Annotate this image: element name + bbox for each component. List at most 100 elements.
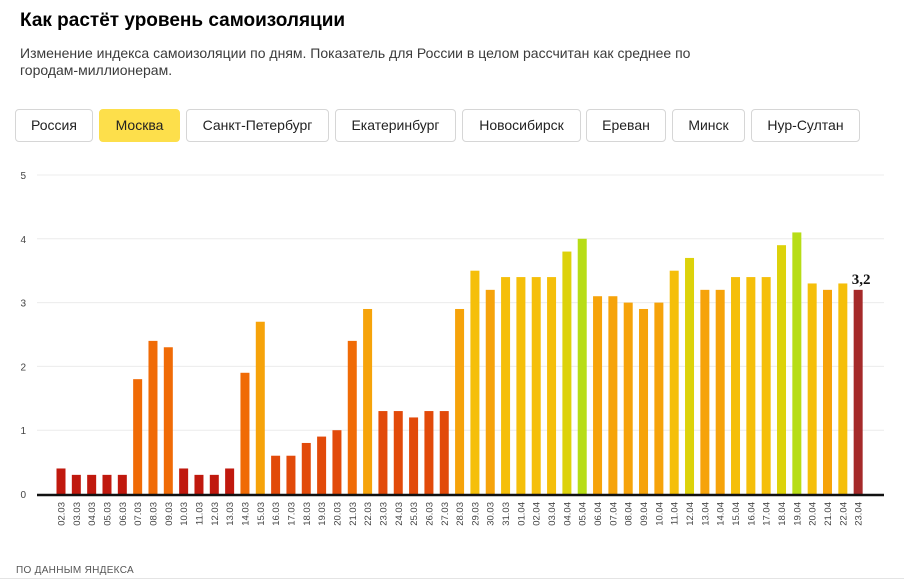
x-tick-label: 10.03 [179,502,190,526]
bottom-divider [0,578,904,579]
bar [71,474,81,494]
bar [363,308,373,494]
x-tick-label: 05.04 [578,502,589,526]
x-tick-label: 05.03 [102,502,113,526]
bar [593,296,603,494]
x-tick-label: 21.03 [348,502,359,526]
x-tick-label: 17.04 [762,502,773,526]
x-tick-label: 09.03 [164,502,175,526]
x-tick-label: 20.04 [808,502,819,526]
x-tick-label: 02.04 [532,502,543,526]
y-tick-label: 0 [20,490,26,501]
x-tick-label: 30.03 [486,502,497,526]
tab-yekaterinburg[interactable]: Екатеринбург [335,109,456,142]
x-tick-label: 16.04 [746,502,757,526]
tab-yerevan[interactable]: Ереван [586,109,666,142]
bar [409,417,419,494]
bar [439,411,449,494]
bar [393,411,403,494]
x-tick-label: 23.03 [378,502,389,526]
tab-minsk[interactable]: Минск [672,109,745,142]
bar [562,251,572,494]
bar [286,455,296,494]
bar [378,411,388,494]
tab-russia[interactable]: Россия [15,109,93,142]
x-tick-label: 22.03 [363,502,374,526]
tab-nur-sultan[interactable]: Нур-Султан [751,109,860,142]
bar [301,442,311,494]
x-tick-label: 01.04 [516,502,527,526]
x-tick-label: 06.04 [593,502,604,526]
x-tick-label: 14.04 [716,502,727,526]
bar [225,468,235,494]
bar [317,436,327,494]
bar [470,270,480,494]
tab-saint-petersburg[interactable]: Санкт-Петербург [186,109,329,142]
x-tick-label: 02.03 [57,502,68,526]
bar [838,283,848,494]
x-tick-label: 15.04 [731,502,742,526]
x-tick-label: 21.04 [823,502,834,526]
bar [148,340,158,494]
x-tick-label: 27.03 [440,502,451,526]
data-source-note: ПО ДАННЫМ ЯНДЕКСА [16,565,134,576]
x-tick-label: 24.03 [394,502,405,526]
bar [623,302,633,494]
bar [685,257,695,494]
bar [240,372,250,494]
bar [194,474,204,494]
x-tick-label: 12.03 [210,502,221,526]
x-tick-label: 26.03 [424,502,435,526]
x-tick-label: 28.03 [455,502,466,526]
x-tick-label: 19.03 [317,502,328,526]
y-tick-label: 4 [20,235,26,246]
bar [179,468,189,494]
bar [531,277,541,494]
y-tick-label: 1 [20,426,26,437]
bar [424,411,434,494]
bar [332,430,342,494]
x-tick-label: 20.03 [332,502,343,526]
bar [639,308,649,494]
bar [731,277,741,494]
chart-subtitle: Изменение индекса самоизоляции по дням. … [20,45,691,78]
tab-novosibirsk[interactable]: Новосибирск [462,109,581,142]
bar [715,289,725,494]
x-tick-label: 16.03 [271,502,282,526]
last-value-label: 3,2 [852,272,871,288]
bar [501,277,511,494]
chart-title: Как растёт уровень самоизоляции [20,10,346,31]
bar [792,232,802,495]
bar [577,238,587,494]
bar [102,474,112,494]
x-tick-label: 25.03 [409,502,420,526]
x-tick-label: 09.04 [639,502,650,526]
x-tick-label: 03.04 [547,502,558,526]
bar [807,283,817,494]
x-tick-label: 11.03 [194,502,205,525]
x-tick-label: 13.03 [225,502,236,526]
bar [255,321,265,494]
bar [700,289,710,494]
bar [163,347,173,494]
bar [485,289,495,494]
bar [654,302,664,494]
y-tick-label: 5 [20,171,26,182]
x-tick-label: 08.03 [148,502,159,526]
x-tick-label: 12.04 [685,502,696,526]
bar [853,289,863,494]
x-tick-label: 22.04 [838,502,849,526]
tab-moscow[interactable]: Москва [99,109,180,142]
bar [608,296,618,494]
x-tick-label: 15.03 [256,502,267,526]
bar [117,474,127,494]
x-tick-label: 18.03 [302,502,313,526]
bar [823,289,832,494]
x-tick-label: 11.04 [670,502,681,525]
bar [347,340,357,494]
x-tick-label: 04.03 [87,502,98,526]
bar [777,245,787,494]
bar [87,474,97,494]
x-tick-label: 31.03 [501,502,512,526]
x-tick-label: 10.04 [654,502,665,526]
